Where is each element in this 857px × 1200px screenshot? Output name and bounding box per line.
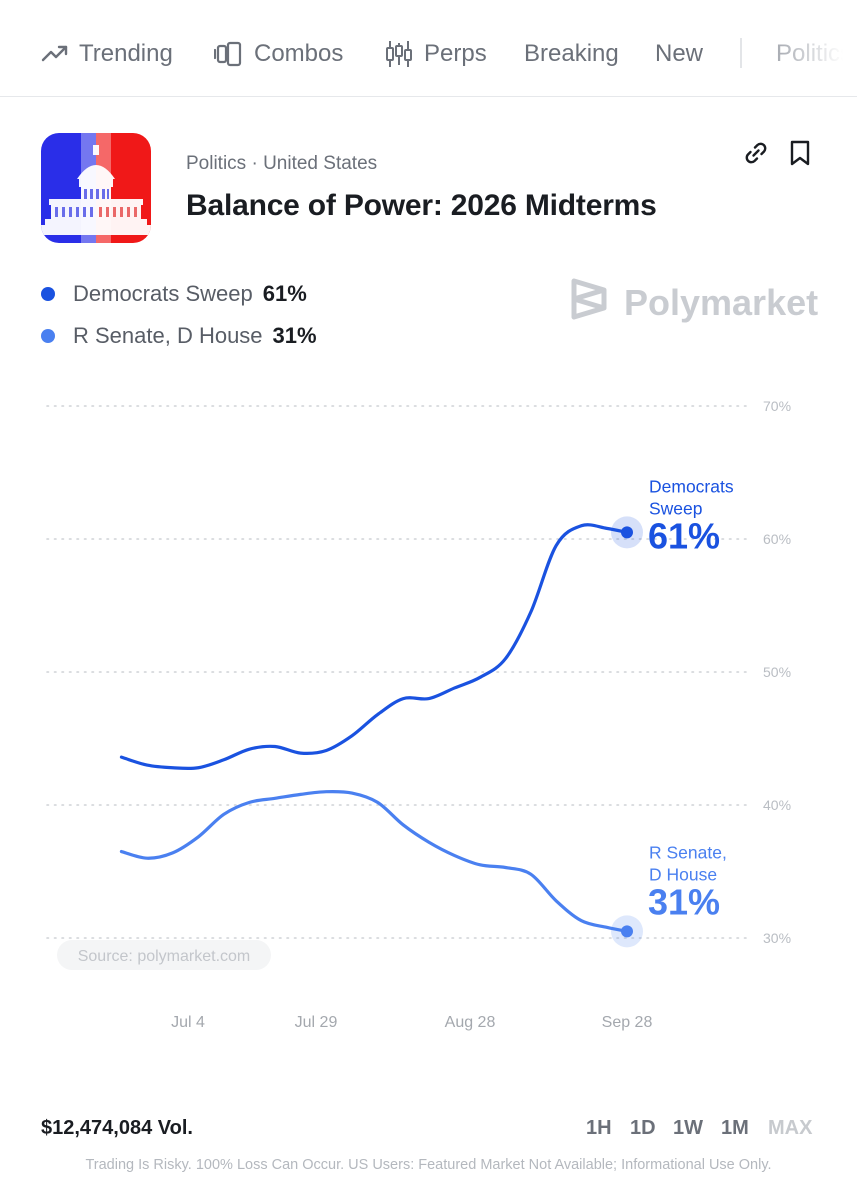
series-end-name: D House <box>649 864 717 884</box>
range-1d-button[interactable]: 1D <box>630 1117 656 1139</box>
legend-label: R Senate, D House <box>73 323 263 348</box>
y-tick-label: 60% <box>763 531 791 547</box>
x-tick-label: Jul 29 <box>295 1014 338 1031</box>
series-end-name: Sweep <box>649 498 703 518</box>
legend-label: Democrats Sweep <box>73 281 253 306</box>
copy-link-button[interactable] <box>741 140 771 170</box>
nav-tab-trending[interactable]: Trending <box>41 38 173 70</box>
polymarket-watermark: Polymarket <box>570 278 819 325</box>
legend-item-r-senate-d-house: R Senate, D House 31% <box>41 321 317 351</box>
nav-tab-breaking[interactable]: Breaking <box>524 38 619 70</box>
range-1m-button[interactable]: 1M <box>721 1117 749 1139</box>
bookmark-button[interactable] <box>785 140 815 170</box>
top-nav: Trending Combos Perps Breaking New Polit… <box>0 0 857 97</box>
series-end-value: 61% <box>648 515 720 556</box>
x-tick-label: Jul 4 <box>171 1014 205 1031</box>
nav-tab-label: Politics <box>776 40 853 67</box>
watermark-text: Polymarket <box>624 282 819 323</box>
volume-label: $12,474,084 Vol. <box>41 1117 193 1139</box>
nav-tab-label: Perps <box>424 40 487 67</box>
legend-item-democrats-sweep: Democrats Sweep 61% <box>41 279 307 309</box>
x-tick-label: Aug 28 <box>445 1014 496 1031</box>
combos-icon <box>214 41 244 67</box>
nav-tab-label: Combos <box>254 40 344 67</box>
nav-divider <box>740 38 742 68</box>
series-end-point <box>621 526 633 539</box>
disclaimer-text: Trading Is Risky. 100% Loss Can Occur. U… <box>85 1157 772 1173</box>
series-end-name: Democrats <box>649 476 734 496</box>
candlestick-icon <box>384 39 414 69</box>
series-end-point <box>621 925 633 938</box>
polymarket-logo-icon <box>570 277 608 330</box>
legend-dot <box>41 329 55 343</box>
source-badge <box>57 940 271 970</box>
breadcrumb[interactable]: Politics · United States <box>186 153 378 174</box>
price-chart[interactable]: 70% 60% 50% 40% 30% Jul 4 Jul 29 Aug 28 Sep 28 So… <box>0 380 857 1050</box>
y-tick-label: 40% <box>763 797 791 813</box>
bookmark-icon <box>788 139 812 172</box>
nav-tab-label: Breaking <box>524 40 619 67</box>
x-tick-label: Sep 28 <box>602 1014 653 1031</box>
market-title: Balance of Power: 2026 Midterms <box>186 189 657 222</box>
nav-tab-label: Trending <box>79 40 173 67</box>
source-label: Source: polymarket.com <box>78 948 251 965</box>
series-line <box>119 789 629 933</box>
series-end-name: R Senate, <box>649 842 727 862</box>
series-end-value: 31% <box>648 881 720 922</box>
nav-tab-new[interactable]: New <box>655 38 703 70</box>
legend-dot <box>41 287 55 301</box>
legend-value: 61% <box>262 281 307 306</box>
y-tick-label: 50% <box>763 664 791 680</box>
series-line <box>119 523 629 771</box>
nav-tab-label: New <box>655 40 704 67</box>
y-tick-label: 70% <box>763 398 791 414</box>
legend-value: 31% <box>272 323 317 348</box>
range-1w-button[interactable]: 1W <box>673 1117 703 1139</box>
y-tick-label: 30% <box>763 930 791 946</box>
nav-tab-combos[interactable]: Combos <box>214 38 343 70</box>
capitol-icon <box>41 133 151 243</box>
trending-icon <box>41 44 69 64</box>
range-1h-button[interactable]: 1H <box>586 1117 612 1139</box>
nav-tab-politics[interactable]: Politics <box>776 38 852 70</box>
range-max-button[interactable]: MAX <box>768 1117 813 1139</box>
link-icon <box>742 139 770 172</box>
nav-tab-perps[interactable]: Perps <box>384 38 487 70</box>
